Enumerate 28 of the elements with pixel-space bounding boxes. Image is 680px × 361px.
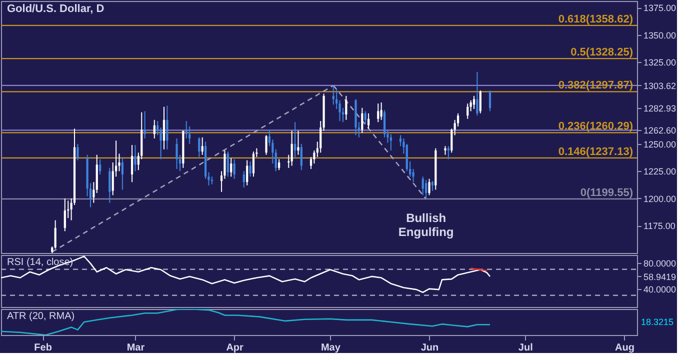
text: 18.3215 [641,317,674,327]
y-tick-label: 40.0000 [644,284,676,294]
ref-line-label: 0.146(1237.13) [558,146,634,158]
y-tick-label: 1225.00 [644,166,676,177]
y-tick-label: 1375.00 [644,3,676,14]
x-tick-label: Mar [126,342,145,354]
x-tick-label: Feb [34,342,52,354]
y-tick-label: 1303.62 [644,80,676,91]
ref-line-label: 0(1199.55) [580,186,634,199]
chart-title: ATR (20, RMA) [7,311,75,322]
y-tick-label: 1262.60 [644,126,676,136]
y-tick-label: 58.9419 [644,272,676,282]
x-tick-label: Aug [614,342,634,354]
y-tick-label: 1325.00 [644,58,676,68]
y-tick-label: 80.0000 [644,258,676,268]
y-tick-label: 1350.00 [644,30,676,40]
x-tick-label: Jun [420,342,439,354]
y-tick-label: 1200.00 [644,194,676,204]
annotation: Bullish Engulfing [398,210,454,239]
x-tick-label: Jul [518,342,534,354]
ref-line-label: 0.618(1358.62) [558,13,634,26]
x-tick-label: Apr [226,342,244,354]
x-tick-label: May [320,342,341,354]
y-tick-label: 1250.00 [644,139,676,150]
y-tick-label: 1282.93 [644,103,676,114]
ref-line-label: 0.5(1328.25) [570,46,634,59]
chart-title: Gold/U.S. Dollar, D [7,3,104,15]
y-tick-label: 1175.00 [644,221,676,232]
